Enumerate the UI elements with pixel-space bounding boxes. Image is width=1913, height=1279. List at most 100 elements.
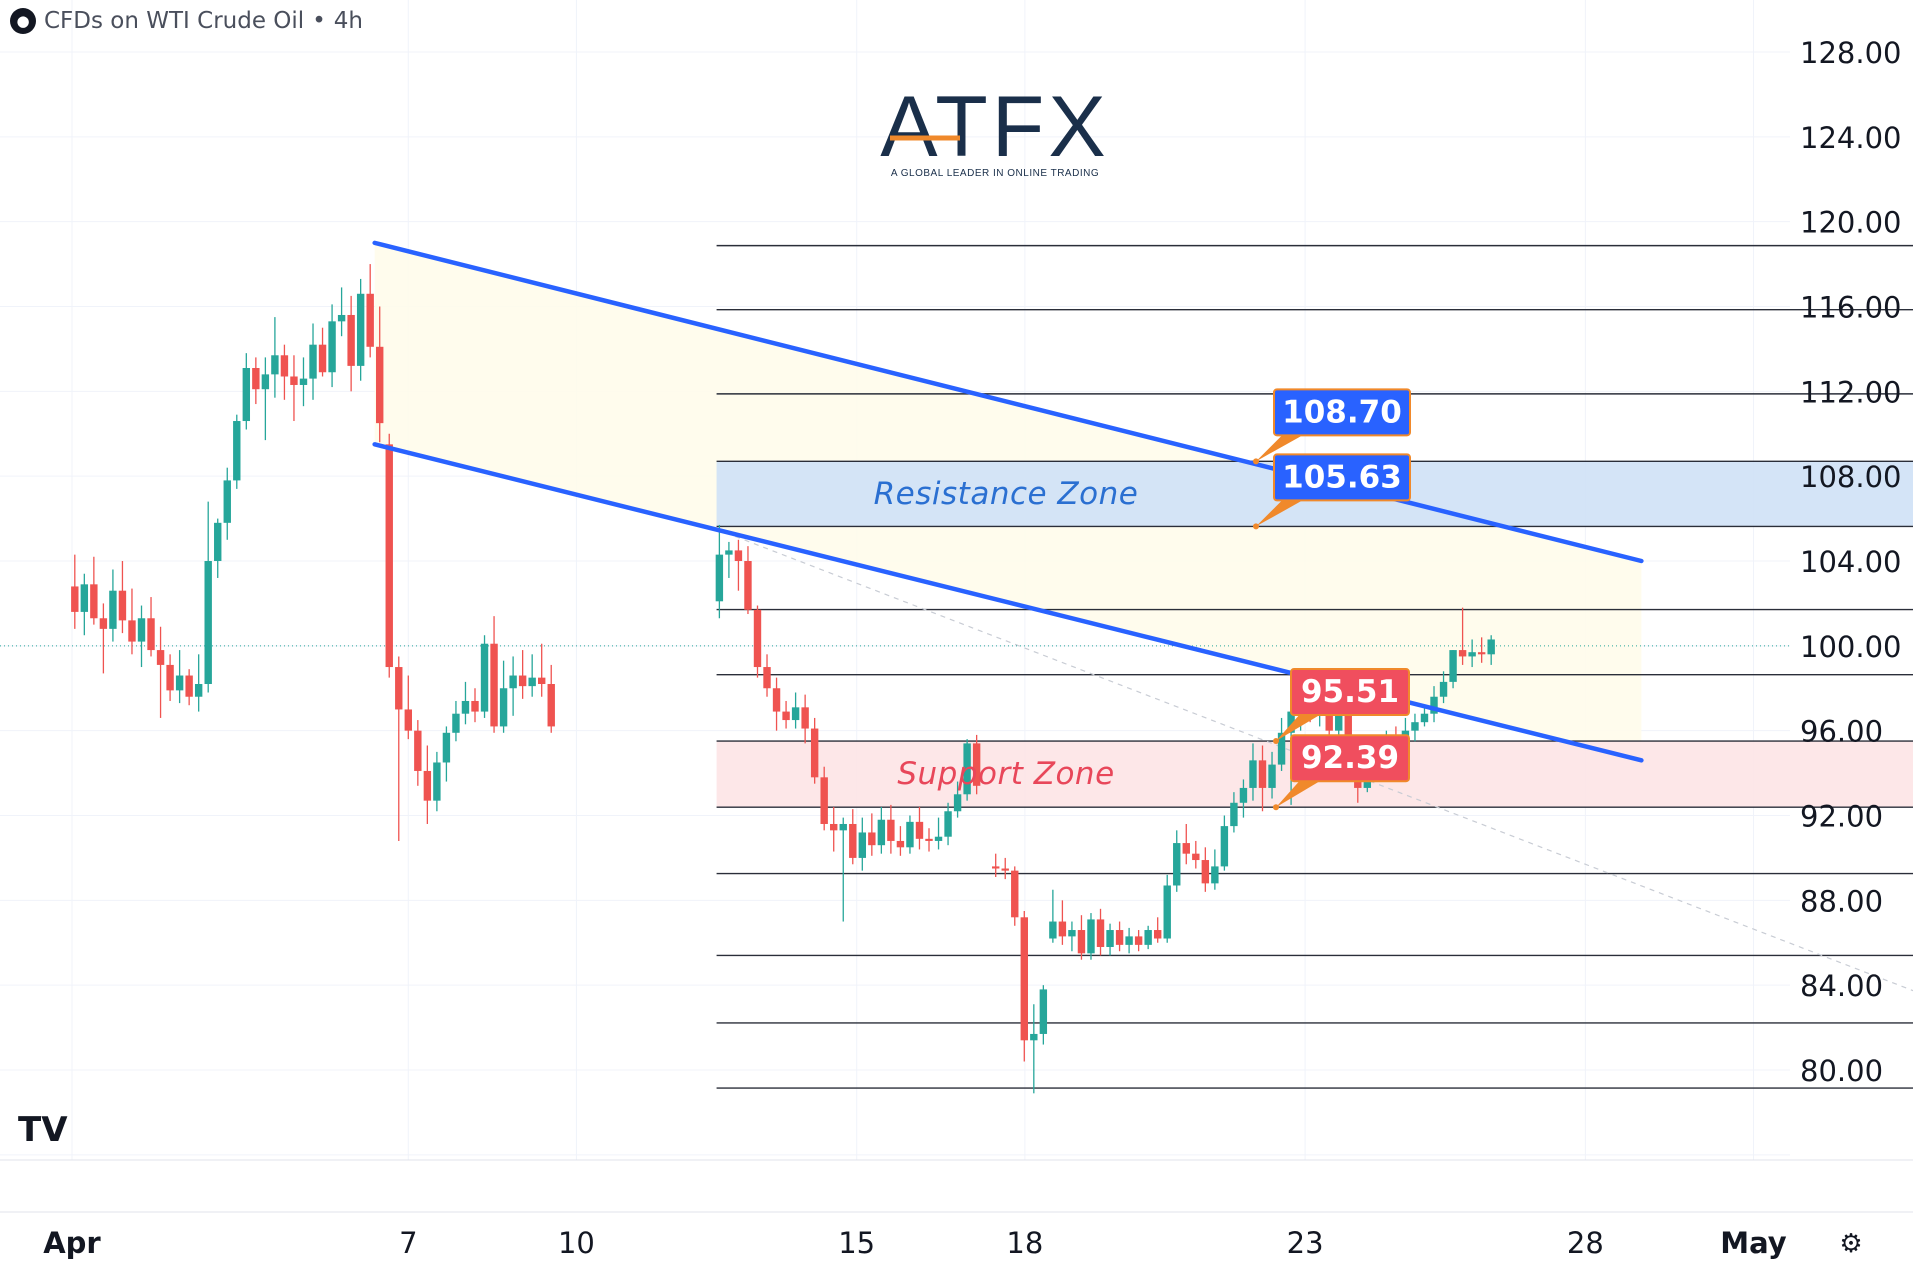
candle-bull: [452, 700, 460, 742]
candle-body: [1344, 694, 1352, 752]
candle-bull: [1039, 985, 1048, 1045]
candle-bull: [1249, 743, 1257, 801]
candle-bear: [1096, 908, 1105, 956]
candle-bear: [1058, 900, 1067, 945]
callout-resistance: 105.63: [1253, 453, 1411, 530]
candle-body: [1192, 853, 1200, 861]
candle-body: [1239, 787, 1248, 803]
candle-body: [1001, 868, 1009, 871]
candle-bear: [118, 561, 127, 634]
candle-bull: [877, 807, 886, 854]
candle-body: [528, 677, 536, 687]
candle-body: [509, 675, 517, 689]
candle-body: [261, 374, 270, 390]
candle-bull: [233, 414, 241, 489]
candle-body: [763, 667, 771, 689]
candle-body: [925, 838, 933, 841]
candle-body: [395, 667, 403, 710]
y-tick-label: 112.00: [1800, 375, 1901, 409]
candle-bear: [471, 688, 479, 723]
candle-body: [1411, 722, 1419, 731]
candle-bear: [849, 809, 857, 865]
candle-bull: [963, 739, 971, 801]
candle-bear: [366, 264, 374, 358]
candle-bear: [404, 675, 412, 740]
candle-bull: [1449, 650, 1457, 689]
candle-body: [915, 821, 924, 839]
candle-body: [1249, 760, 1257, 788]
candle-body: [725, 550, 733, 555]
resistance-zone-label: Resistance Zone: [874, 476, 1139, 512]
candle-bull: [271, 317, 279, 398]
tradingview-logo: TV: [18, 1110, 68, 1150]
candle-body: [442, 732, 451, 763]
candle-body: [71, 586, 79, 612]
candle-bull: [1439, 671, 1448, 704]
candle-bull: [223, 467, 231, 540]
candle-bear: [166, 654, 174, 701]
candle-bear: [1182, 823, 1190, 865]
fibonacci-levels: 1.5 (118.87)1.386 (115.85)1.236 (111.88)…: [716, 244, 1913, 1089]
candle-body: [1230, 802, 1238, 827]
candle-body: [518, 675, 527, 687]
y-tick-label: 80.00: [1800, 1054, 1883, 1088]
candle-body: [1173, 843, 1181, 886]
callout-label: 92.39: [1301, 740, 1399, 776]
candle-bear: [147, 597, 155, 657]
gear-icon[interactable]: ⚙: [1839, 1227, 1863, 1258]
candle-body: [1220, 826, 1229, 867]
logo-text: ATFX: [880, 79, 1109, 175]
symbol-header[interactable]: ● CFDs on WTI Crude Oil • 4h: [10, 8, 363, 34]
candle-body: [1477, 652, 1486, 655]
candle-bull: [328, 304, 336, 388]
candle-body: [1468, 652, 1476, 657]
candle-body: [1096, 919, 1105, 947]
y-tick-label: 96.00: [1800, 715, 1883, 749]
x-tick-label: 18: [1006, 1226, 1043, 1260]
candle-bull: [337, 287, 346, 337]
candle-body: [309, 344, 317, 379]
candle-bear: [801, 694, 809, 744]
candle-body: [318, 344, 327, 373]
candle-bull: [137, 605, 146, 668]
candle-bear: [782, 700, 790, 729]
price-callouts: 108.70 105.63 95.51 92.39: [1253, 388, 1411, 811]
candle-bear: [347, 295, 355, 392]
candle-bear: [547, 664, 555, 733]
candle-bull: [715, 524, 724, 619]
candle-body: [1068, 930, 1076, 937]
candle-body: [1420, 713, 1429, 723]
candle-bear: [868, 813, 876, 856]
candle-bull: [528, 654, 536, 697]
candle-body: [290, 376, 298, 385]
oil-drop-icon: ●: [10, 8, 36, 34]
candle-bear: [318, 327, 327, 377]
candle-body: [830, 823, 838, 831]
candle-bull: [1125, 927, 1133, 954]
candle-bear: [376, 306, 384, 443]
candle-bear: [395, 656, 403, 841]
candle-bear: [490, 616, 498, 733]
callout-box: [1273, 453, 1411, 502]
candle-bear: [992, 853, 1000, 878]
candle-body: [1039, 989, 1048, 1034]
candle-body: [744, 561, 752, 610]
candle-bull: [1487, 635, 1495, 665]
candle-body: [801, 707, 809, 729]
candle-bear: [810, 717, 819, 784]
x-tick-label: 7: [399, 1226, 417, 1260]
callout-anchor: [1273, 738, 1279, 745]
candle-body: [887, 819, 895, 841]
candle-bull: [1420, 707, 1429, 727]
candle-bear: [763, 654, 771, 697]
callout-pointer: [1276, 713, 1323, 742]
candle-body: [547, 684, 555, 727]
candle-body: [337, 314, 346, 322]
candle-body: [328, 321, 336, 373]
candle-bear: [915, 807, 924, 850]
candle-bear: [185, 669, 193, 706]
candle-body: [1182, 843, 1190, 854]
candle-bull: [1106, 923, 1114, 956]
